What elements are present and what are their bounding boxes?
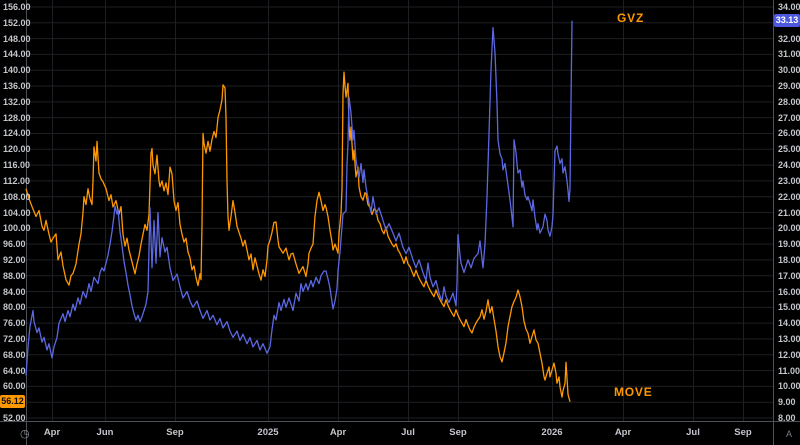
left-axis-label: 52.00: [3, 413, 26, 423]
time-axis-label: Sep: [449, 427, 467, 438]
autoscale-icon[interactable]: A: [786, 429, 793, 439]
left-axis-label: 60.00: [3, 381, 26, 392]
left-axis-label: 120.00: [3, 144, 31, 155]
left-axis-label: 64.00: [3, 365, 26, 376]
left-axis-label: 68.00: [3, 349, 26, 360]
left-axis-label: 144.00: [3, 49, 31, 60]
left-axis-label: 124.00: [3, 128, 31, 139]
move-series-line[interactable]: [25, 71, 571, 402]
right-axis-label: 9.00: [778, 397, 796, 408]
right-axis-label: 12.00: [778, 349, 800, 360]
left-axis-label: 84.00: [3, 286, 26, 297]
gvz-series-label[interactable]: GVZ: [617, 11, 645, 25]
time-axis-label: Jun: [96, 427, 114, 438]
right-axis-label: 32.00: [778, 33, 800, 44]
left-axis-label: 100.00: [3, 223, 31, 234]
move-last-price-tag: 56.12: [0, 395, 25, 409]
time-axis-label: 2026: [541, 427, 563, 438]
right-axis-label: 28.00: [778, 96, 800, 107]
right-axis-label: 18.00: [778, 254, 800, 265]
move-series-label[interactable]: MOVE: [614, 385, 653, 399]
right-axis-label: 13.00: [778, 333, 800, 344]
left-axis-label: 76.00: [3, 318, 26, 329]
right-axis-label: 31.00: [778, 49, 800, 60]
time-axis-label: Apr: [329, 427, 347, 438]
time-axis-label: Sep: [166, 427, 184, 438]
right-axis-label: 30.00: [778, 65, 800, 76]
gvz-last-price-tag: 33.13: [774, 14, 800, 28]
right-axis-label: 10.00: [778, 381, 800, 392]
left-axis-label: 152.00: [3, 17, 31, 28]
left-axis-label: 136.00: [3, 81, 31, 92]
right-axis-label: 25.00: [778, 144, 800, 155]
right-axis-label: 16.00: [778, 286, 800, 297]
right-axis-label: 15.00: [778, 302, 800, 313]
right-axis-label: 27.00: [778, 112, 800, 123]
time-axis-label: Jul: [401, 427, 415, 438]
right-axis-label: 24.00: [778, 160, 800, 171]
right-axis-label: 8.00: [778, 413, 796, 423]
left-axis-label: 140.00: [3, 65, 31, 76]
right-axis-label: 11.00: [778, 365, 800, 376]
right-axis-label: 26.00: [778, 128, 800, 139]
left-axis-label: 128.00: [3, 112, 31, 123]
right-axis-label: 14.00: [778, 318, 800, 329]
left-axis-label: 80.00: [3, 302, 26, 313]
left-axis-label: 156.00: [3, 2, 31, 12]
time-axis-label: Jul: [686, 427, 700, 438]
right-axis-label: 20.00: [778, 223, 800, 234]
gvz-series-line[interactable]: [25, 20, 573, 376]
left-axis-label: 112.00: [3, 175, 31, 186]
left-axis-label: 132.00: [3, 96, 31, 107]
left-axis-label: 104.00: [3, 207, 31, 218]
left-axis-label: 92.00: [3, 254, 26, 265]
right-axis-label: 22.00: [778, 191, 800, 202]
left-axis-label: 96.00: [3, 239, 26, 250]
time-axis-label: Sep: [734, 427, 752, 438]
left-axis-label: 148.00: [3, 33, 31, 44]
right-axis-label: 21.00: [778, 207, 800, 218]
left-axis-label: 116.00: [3, 160, 31, 171]
time-axis-label: Apr: [43, 427, 61, 438]
right-axis-label: 17.00: [778, 270, 800, 281]
right-axis-label: 19.00: [778, 239, 800, 250]
time-axis-label: 2025: [257, 427, 279, 438]
right-axis-label: 23.00: [778, 175, 800, 186]
timezone-clock-icon[interactable]: ◷: [20, 427, 30, 440]
right-axis-label: 34.00: [778, 2, 800, 12]
right-axis-label: 29.00: [778, 81, 800, 92]
time-axis-label: Apr: [614, 427, 632, 438]
left-axis-label: 88.00: [3, 270, 26, 281]
left-axis-label: 72.00: [3, 333, 26, 344]
left-axis-label: 108.00: [3, 191, 31, 202]
